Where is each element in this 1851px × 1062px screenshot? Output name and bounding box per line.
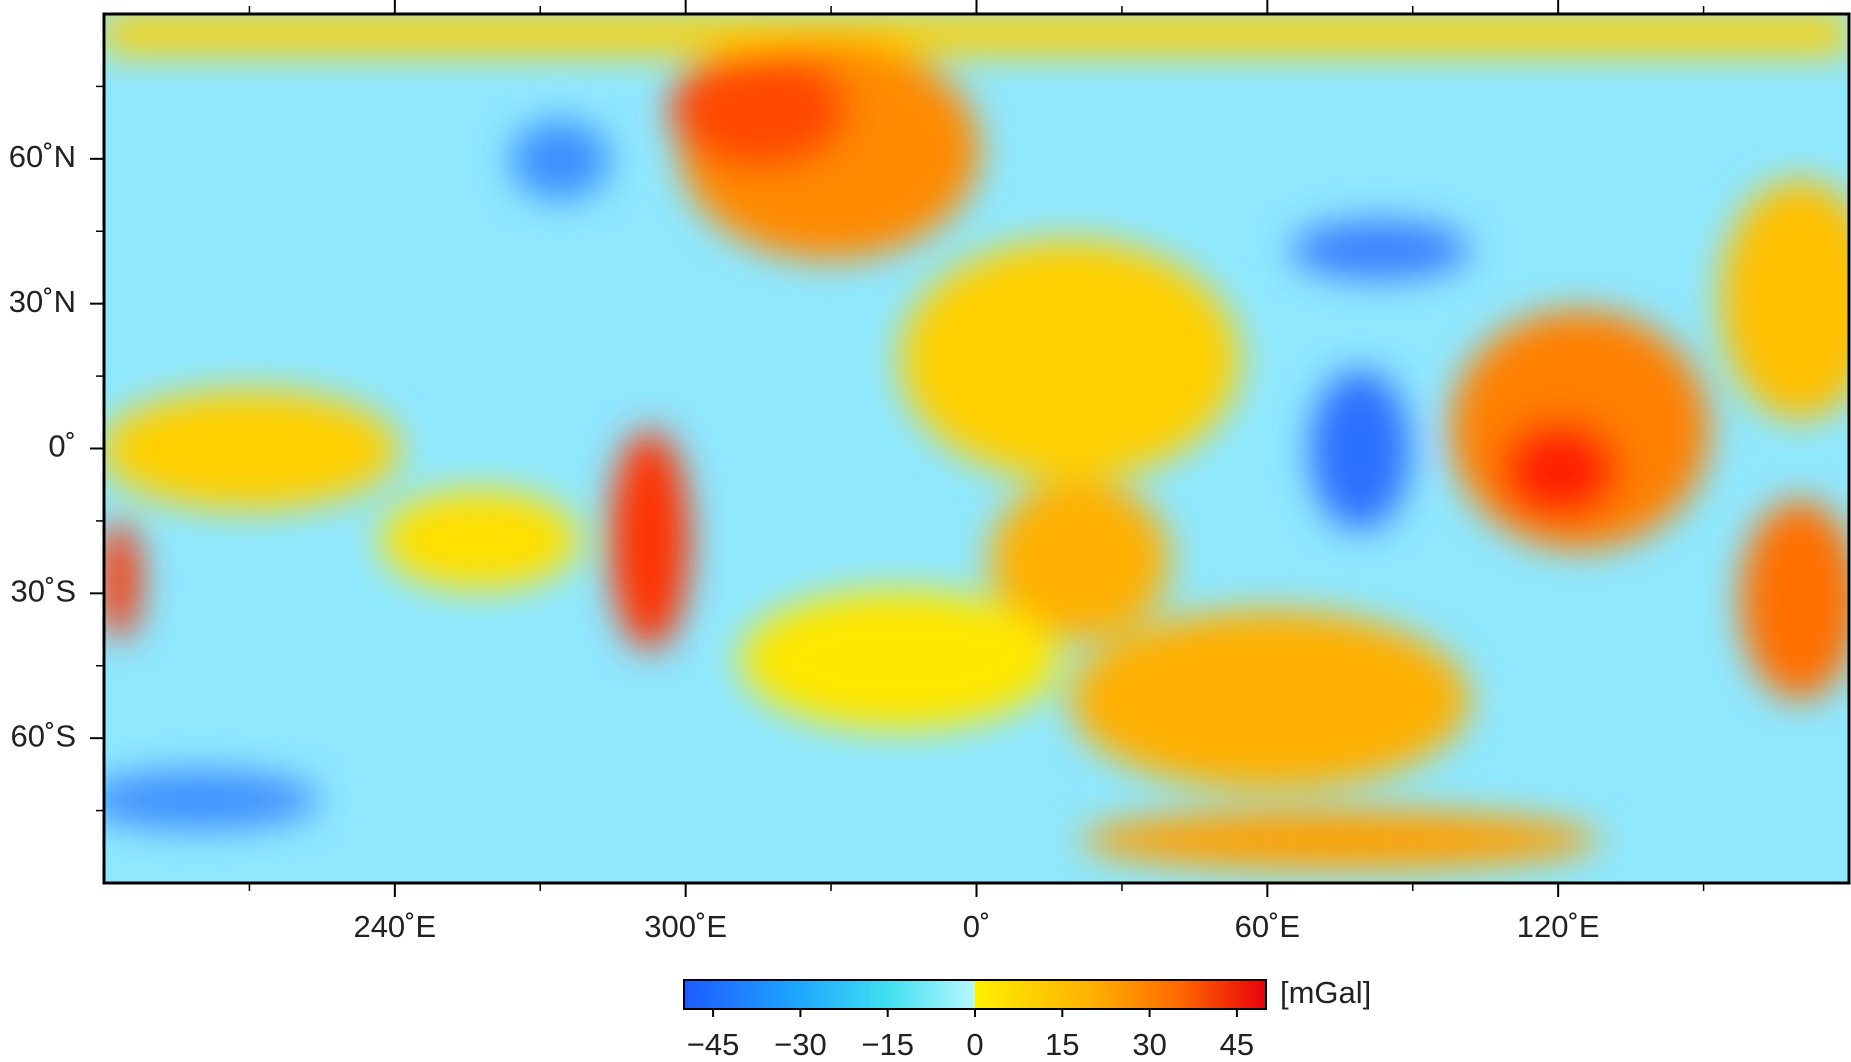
colorbar-tick-label: 45 <box>1220 1027 1254 1062</box>
x-tick-label: 60˚E <box>1235 909 1300 944</box>
colorbar-tick-label: −45 <box>687 1027 740 1062</box>
y-tick-label: 30˚N <box>9 284 76 319</box>
colorbar <box>683 979 1267 1010</box>
x-tick-label: 240˚E <box>353 909 436 944</box>
y-tick-label: 60˚N <box>9 139 76 174</box>
y-tick-label: 30˚S <box>11 574 76 609</box>
colorbar-tick-label: 0 <box>966 1027 983 1062</box>
colorbar-tick-label: −15 <box>861 1027 914 1062</box>
gravity-field <box>104 14 1849 883</box>
colorbar-tick-label: 30 <box>1132 1027 1166 1062</box>
colorbar-tick-label: −30 <box>774 1027 827 1062</box>
y-tick-label: 60˚S <box>11 718 76 753</box>
x-tick-label: 0˚ <box>963 909 991 944</box>
y-tick-label: 0˚ <box>48 429 76 464</box>
colorbar-tick-label: 15 <box>1045 1027 1079 1062</box>
colorbar-label: [mGal] <box>1280 975 1371 1010</box>
x-tick-label: 120˚E <box>1517 909 1600 944</box>
x-tick-label: 300˚E <box>644 909 727 944</box>
